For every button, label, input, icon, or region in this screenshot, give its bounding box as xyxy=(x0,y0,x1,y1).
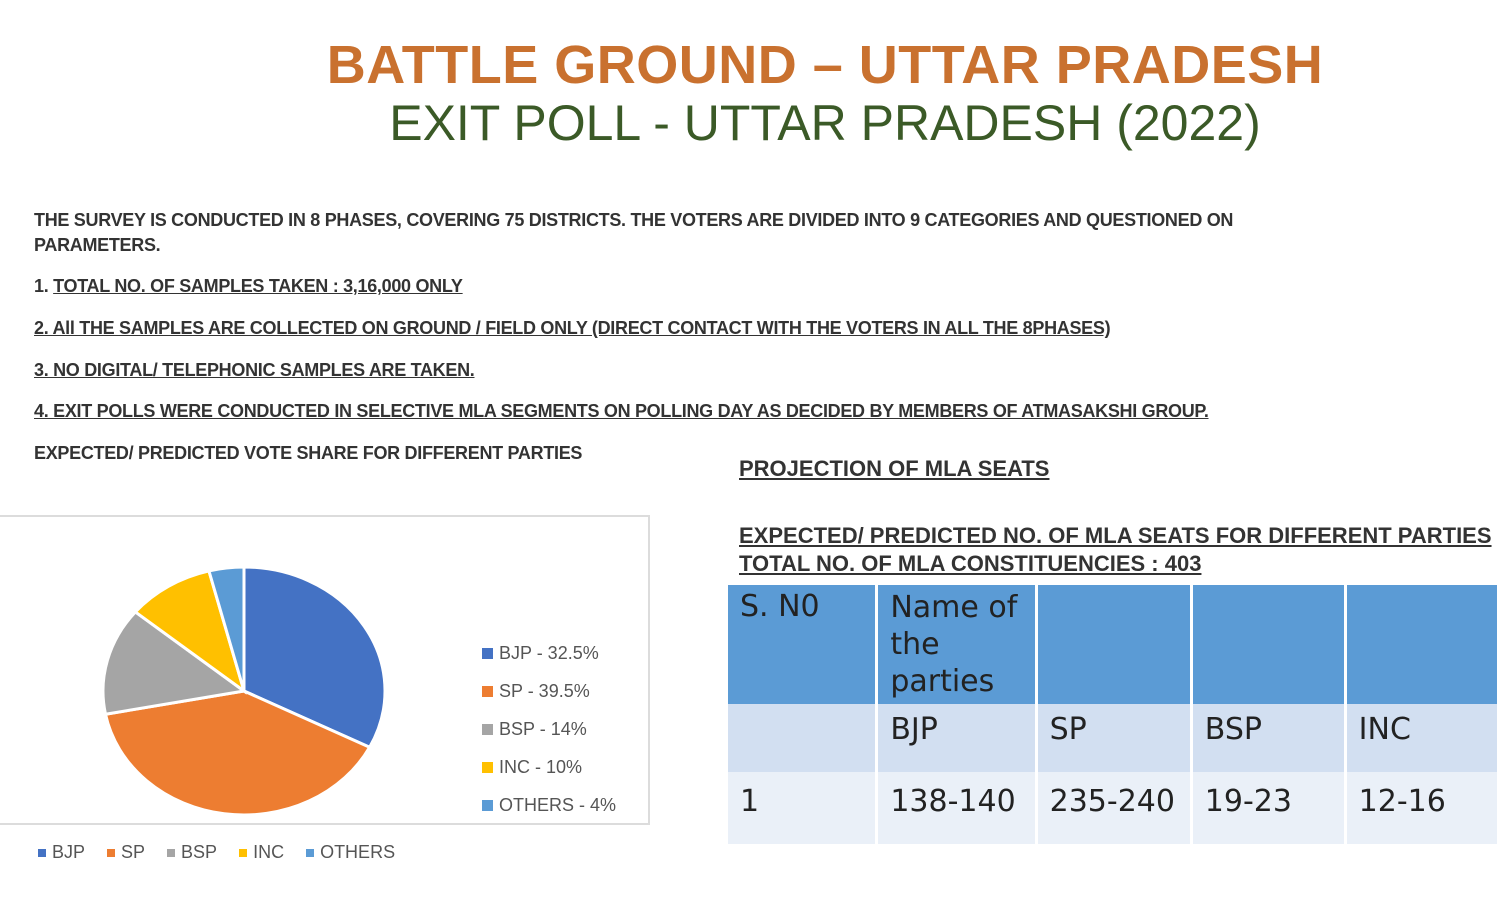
projection-title: PROJECTION OF MLA SEATS xyxy=(739,456,1050,481)
point-3: 3. NO DIGITAL/ TELEPHONIC SAMPLES ARE TA… xyxy=(34,360,475,380)
party-inc: INC xyxy=(1346,704,1497,772)
bottom-swatch-sp xyxy=(107,848,116,857)
bottom-label-others: OTHERS xyxy=(320,842,396,862)
bottom-label-bsp: BSP xyxy=(181,842,218,862)
expected-seats-line-1: EXPECTED/ PREDICTED NO. OF MLA SEATS FOR… xyxy=(739,523,1492,548)
seats-bjp: 138-140 xyxy=(878,772,1035,844)
bottom-swatch-bsp xyxy=(167,848,176,857)
expected-seats-heading: EXPECTED/ PREDICTED NO. OF MLA SEATS FOR… xyxy=(739,522,1492,578)
point-1: 1. TOTAL NO. OF SAMPLES TAKEN : 3,16,000… xyxy=(34,276,463,297)
seat-projection-table: S. N0 Name of the parties BJP SP BSP INC… xyxy=(725,585,1500,844)
legend-label-inc: INC - 10% xyxy=(499,756,583,777)
party-bsp: BSP xyxy=(1192,704,1344,772)
table-row: 1 138-140 235-240 19-23 12-16 xyxy=(728,772,1497,844)
legend-swatch-bsp xyxy=(482,723,493,735)
bottom-label-sp: SP xyxy=(121,842,146,862)
party-sp: SP xyxy=(1037,704,1190,772)
legend-swatch-bjp xyxy=(482,647,493,659)
vote-share-heading: EXPECTED/ PREDICTED VOTE SHARE FOR DIFFE… xyxy=(34,443,583,463)
party-bjp: BJP xyxy=(878,704,1035,772)
bottom-swatch-others xyxy=(306,848,315,857)
header-sno: S. N0 xyxy=(728,585,876,704)
legend-label-bjp: BJP - 32.5% xyxy=(499,642,599,663)
seats-inc: 12-16 xyxy=(1346,772,1497,844)
intro-line-1: THE SURVEY IS CONDUCTED IN 8 PHASES, COV… xyxy=(34,210,1234,230)
page-title: BATTLE GROUND – UTTAR PRADESH xyxy=(326,35,1324,95)
legend-item-bsp: BSP - 14% xyxy=(482,710,616,748)
legend-swatch-sp xyxy=(482,685,493,697)
legend-label-bsp: BSP - 14% xyxy=(499,718,587,739)
legend-label-sp: SP - 39.5% xyxy=(499,680,590,701)
bottom-legend-bjp: BJP xyxy=(38,842,85,863)
header-empty-2 xyxy=(1192,585,1344,704)
bottom-legend-bsp: BSP xyxy=(167,842,217,863)
pie-legend-bottom: BJP SP BSP INC OTHERS xyxy=(38,842,395,863)
legend-item-bjp: BJP - 32.5% xyxy=(482,634,616,672)
table-header-row: S. N0 Name of the parties xyxy=(728,585,1497,704)
pie-chart-frame xyxy=(0,515,650,825)
pie-slice-bsp xyxy=(101,609,248,716)
point-1-number: 1. xyxy=(34,276,54,296)
total-constituencies-line: TOTAL NO. OF MLA CONSTITUENCIES : 403 xyxy=(739,551,1202,576)
legend-label-others: OTHERS - 4% xyxy=(499,794,617,815)
header-empty-1 xyxy=(1037,585,1190,704)
seats-sp: 235-240 xyxy=(1037,772,1190,844)
bottom-swatch-bjp xyxy=(38,848,46,857)
bottom-legend-sp: SP xyxy=(107,842,145,863)
bottom-legend-inc: INC xyxy=(239,842,284,863)
point-4: 4. EXIT POLLS WERE CONDUCTED IN SELECTIV… xyxy=(34,401,1209,421)
bottom-label-bjp: BJP xyxy=(52,842,86,862)
legend-item-sp: SP - 39.5% xyxy=(482,672,616,710)
seats-bsp: 19-23 xyxy=(1192,772,1344,844)
legend-item-others: OTHERS - 4% xyxy=(482,786,616,824)
legend-swatch-inc xyxy=(482,761,493,773)
pie-slice-bjp xyxy=(242,565,387,750)
row-sno: 1 xyxy=(728,772,876,844)
bottom-label-inc: INC xyxy=(253,842,285,862)
point-1-text: TOTAL NO. OF SAMPLES TAKEN : 3,16,000 ON… xyxy=(53,276,463,296)
bottom-legend-others: OTHERS xyxy=(306,842,395,863)
vote-share-pie-chart xyxy=(101,565,387,817)
header-empty-3 xyxy=(1346,585,1497,704)
bottom-swatch-inc xyxy=(239,848,248,857)
header-party-name: Name of the parties xyxy=(878,585,1035,704)
party-row-empty xyxy=(728,704,876,772)
table-party-row: BJP SP BSP INC xyxy=(728,704,1497,772)
intro-line-2: PARAMETERS. xyxy=(34,235,161,255)
pie-legend-right: BJP - 32.5% SP - 39.5% BSP - 14% INC - 1… xyxy=(482,634,616,824)
legend-swatch-others xyxy=(482,799,493,811)
pie-slice-sp xyxy=(103,689,372,817)
point-2: 2. All THE SAMPLES ARE COLLECTED ON GROU… xyxy=(34,318,1111,338)
legend-item-inc: INC - 10% xyxy=(482,748,616,786)
page-subtitle: EXIT POLL - UTTAR PRADESH (2022) xyxy=(389,95,1261,151)
pie-slice-others xyxy=(207,565,246,692)
